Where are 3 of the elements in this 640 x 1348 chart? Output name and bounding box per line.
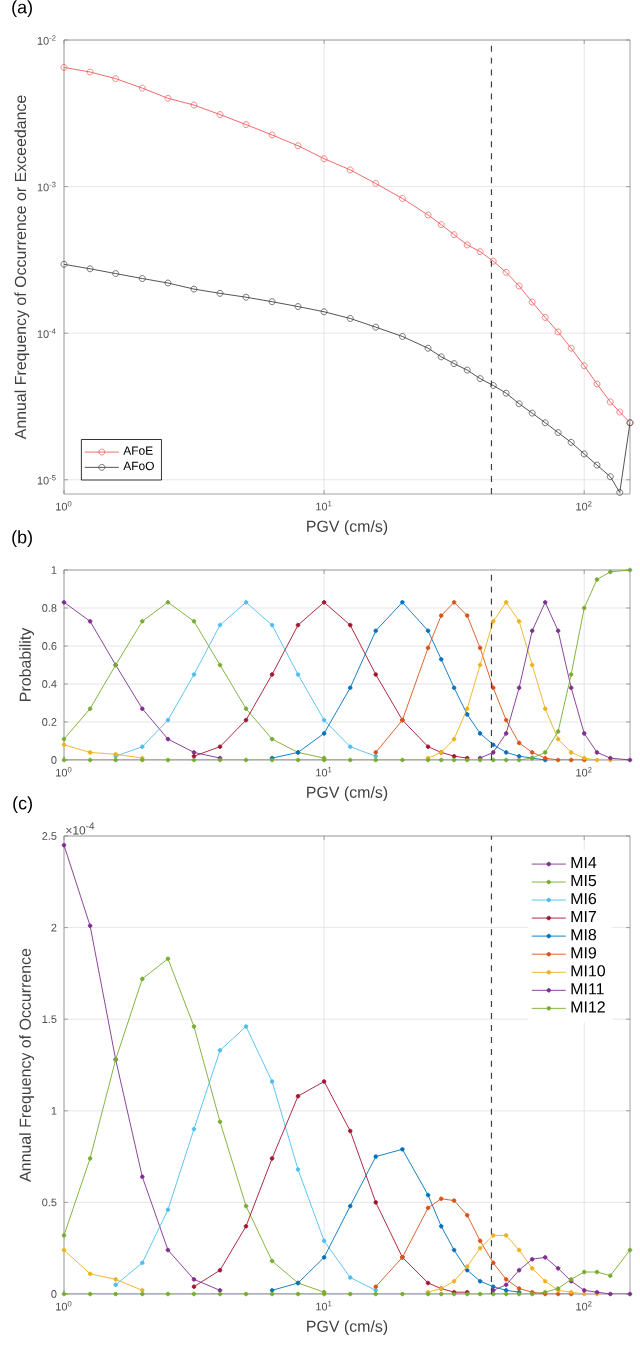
chart-title: (a) <box>12 0 32 18</box>
chart-title: (c) <box>13 796 32 814</box>
chart-title: (b) <box>12 530 32 548</box>
